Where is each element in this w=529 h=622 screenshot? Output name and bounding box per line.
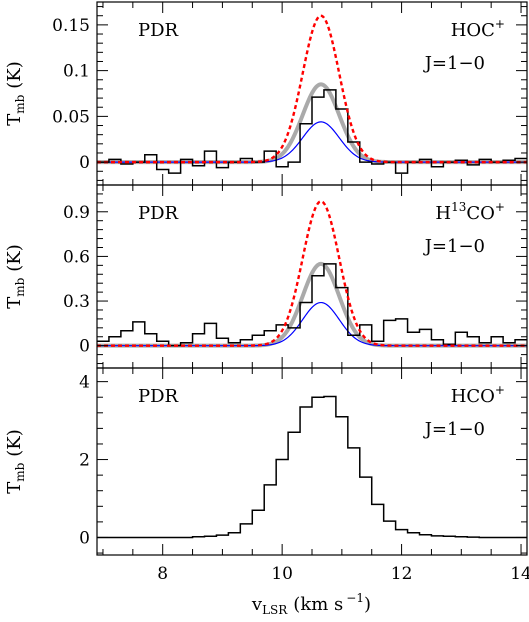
y-tick-label: 0.9 (63, 203, 90, 223)
y-tick-label: 0.6 (63, 247, 90, 267)
x-tick-label: 10 (271, 564, 293, 584)
x-tick-label: 12 (391, 564, 413, 584)
observed-spectrum-histogram (97, 263, 527, 347)
model-component-curve (97, 301, 527, 347)
panel-2: 0 0.3 0.6 0.9 Tmb(K) PDR H13CO+ J=1−0 (4, 184, 528, 369)
y-tick-label: 0.05 (52, 107, 90, 127)
species-label: HCO+ (451, 383, 505, 407)
model-component-curve (97, 121, 527, 163)
y-axis-label: Tmb(K) (4, 429, 27, 494)
transition-label: J=1−0 (423, 236, 485, 257)
x-tick-label: 14 (510, 564, 529, 584)
y-tick-label: 2 (79, 451, 90, 471)
x-tick-label: 8 (157, 564, 168, 584)
y-tick-label: 0 (79, 528, 90, 548)
panel-1: 0 0.05 0.1 0.15 Tmb(K) PDR HOC+ J=1−0 (4, 1, 528, 186)
region-label: PDR (138, 203, 179, 224)
y-tick-label: 0 (79, 153, 90, 173)
transition-label: J=1−0 (423, 53, 485, 74)
y-axis-label: Tmb(K) (4, 244, 27, 309)
model-prediction-dashed-curve (97, 14, 527, 164)
observed-spectrum-histogram (97, 395, 527, 539)
model-prediction-dashed-curve (97, 200, 527, 347)
y-tick-label: 4 (79, 373, 90, 393)
transition-label: J=1−0 (423, 419, 485, 440)
y-tick-label: 0.15 (52, 16, 90, 36)
x-axis-label: vLSR (km s −1) (251, 591, 371, 617)
panel-3: 0 2 4 8 10 12 14 vLSR (km s −1) Tmb(K) PDR HCO+ J=1−0 (4, 367, 529, 617)
region-label: PDR (138, 386, 179, 407)
y-tick-label: 0.3 (63, 292, 90, 312)
species-label: HOC+ (451, 17, 505, 41)
y-axis-label: Tmb(K) (4, 61, 27, 126)
species-label: H13CO+ (435, 200, 505, 224)
y-tick-label: 0 (79, 337, 90, 357)
region-label: PDR (138, 20, 179, 41)
y-tick-label: 0.1 (63, 62, 90, 82)
